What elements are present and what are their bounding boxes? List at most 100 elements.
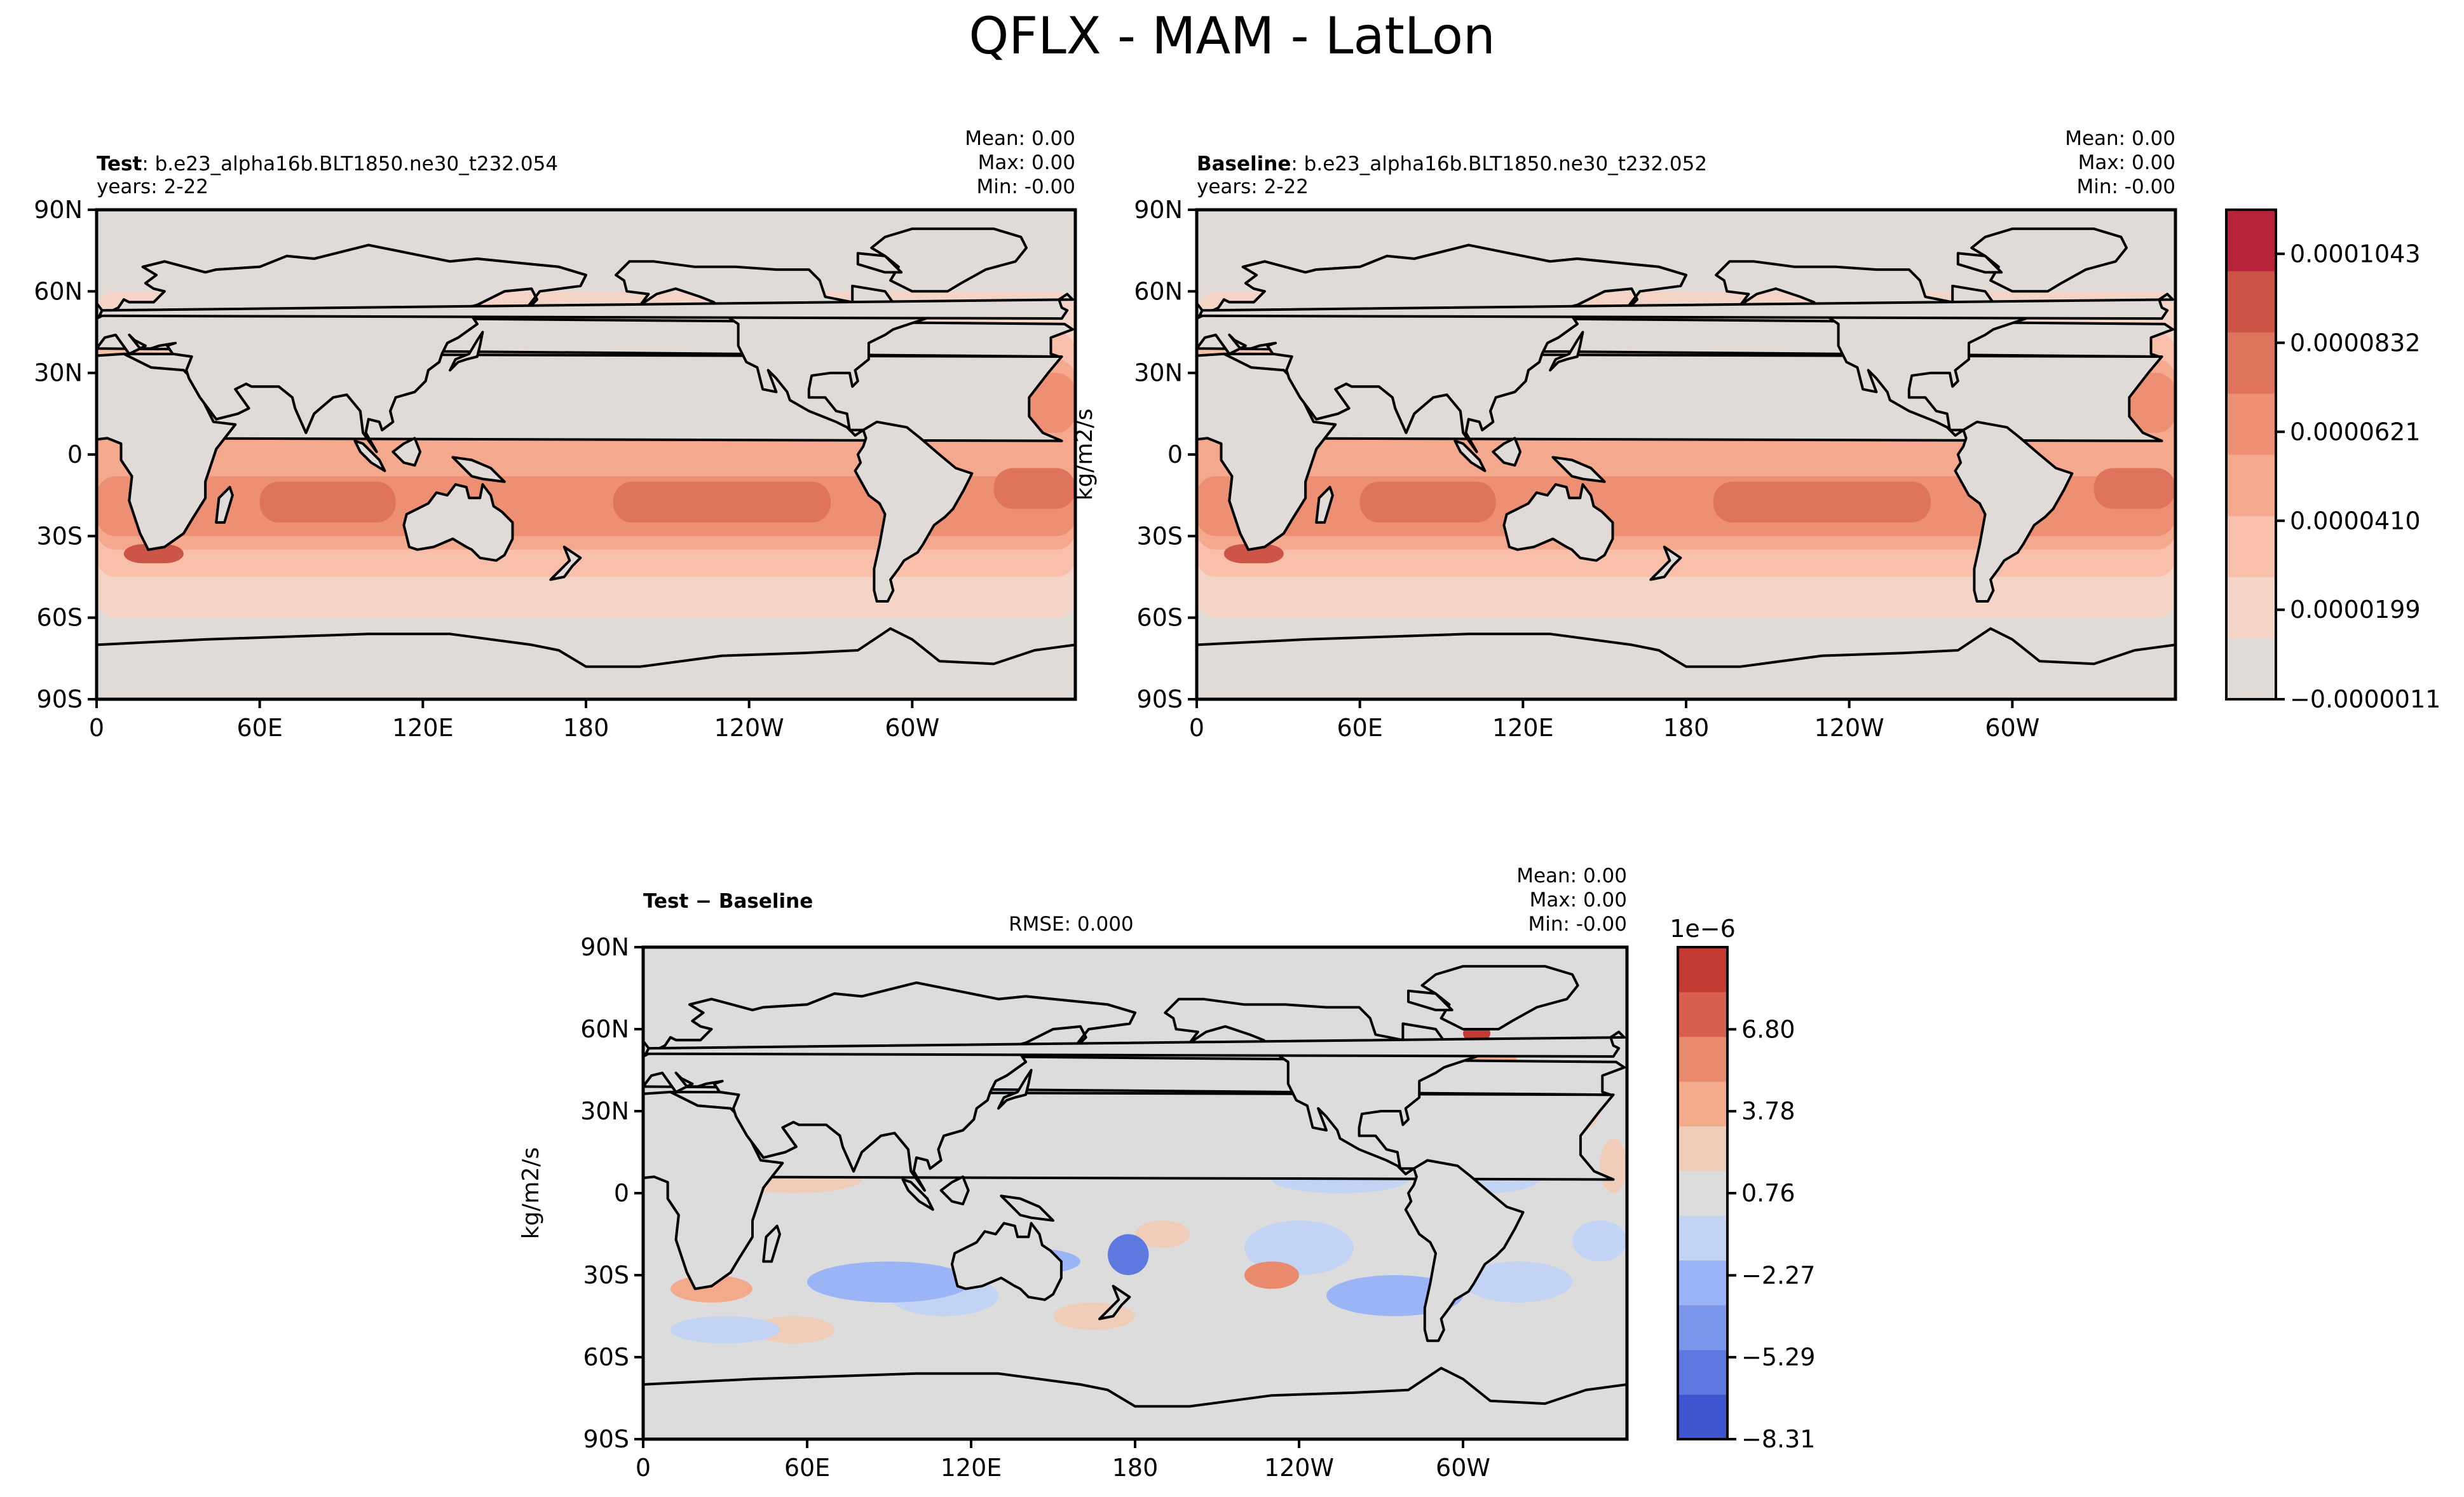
colorbar-tick-label: 0.0001043 <box>2290 240 2421 268</box>
coastline <box>1404 1159 1525 1343</box>
y-tick-label: 90N <box>580 933 629 961</box>
ocean-band <box>613 481 831 523</box>
panel-stat: Max: 0.00 <box>1530 889 1627 912</box>
coastline <box>549 545 582 581</box>
panel-title-bold: Test − Baseline <box>643 890 813 913</box>
y-tick-label: 90S <box>1137 685 1183 713</box>
y-axis-label: kg/m2/s <box>1072 409 1098 501</box>
diff-negative-anomaly <box>670 1316 780 1344</box>
coastline <box>391 437 422 467</box>
panel-title: Test: b.e23_alpha16b.BLT1850.ne30_t232.0… <box>97 153 558 175</box>
x-tick-label: 120W <box>714 714 784 742</box>
coastline <box>1551 456 1606 483</box>
colorbar-level <box>1678 992 1727 1037</box>
y-tick-label: 0 <box>67 441 83 468</box>
map-field-test <box>97 210 1075 699</box>
colorbar-tick-label: −0.0000011 <box>2290 685 2440 713</box>
colorbar-tick-label: 0.0000410 <box>2290 507 2421 535</box>
diff-positive-anomaly <box>1244 1261 1299 1289</box>
panel-years: years: 2-22 <box>97 175 208 198</box>
colorbar-level <box>1678 947 1727 992</box>
x-tick-label: 60W <box>1436 1454 1490 1482</box>
coastline <box>1954 420 2074 603</box>
coastline <box>643 1090 784 1290</box>
colorbar-scale-label: 1e−6 <box>1670 915 1736 943</box>
y-tick-label: 90S <box>583 1425 629 1453</box>
coastline <box>901 1178 934 1211</box>
panel-title-rest: : b.e23_alpha16b.BLT1850.ne30_t232.054 <box>142 153 558 175</box>
colorbar-level <box>1678 1304 1727 1350</box>
colorbar-tick-label: 3.78 <box>1741 1097 1795 1125</box>
colorbar-tick-label: 0.0000621 <box>2290 418 2421 446</box>
x-tick-label: 0 <box>1189 714 1204 742</box>
diff-negative-anomaly <box>807 1261 971 1302</box>
panel-stat: Max: 0.00 <box>978 151 1075 174</box>
x-tick-label: 180 <box>1663 714 1710 742</box>
y-tick-label: 60N <box>34 277 83 305</box>
coastline <box>950 1222 1063 1301</box>
coastline <box>1098 1285 1131 1320</box>
colorbar-level <box>2226 210 2276 271</box>
coastline <box>97 627 1075 699</box>
diff-positive-anomaly <box>1600 1138 1627 1193</box>
y-tick-label: 30S <box>583 1261 629 1289</box>
colorbar-level <box>1678 1350 1727 1395</box>
y-tick-label: 60N <box>1134 277 1183 305</box>
colorbar-frame <box>2225 208 2277 701</box>
ocean-band <box>1359 481 1496 523</box>
coastline <box>1000 1194 1054 1222</box>
colorbar-level <box>1678 1170 1727 1216</box>
y-tick-label: 30S <box>1137 522 1183 550</box>
panel-title: Test − Baseline <box>643 890 813 913</box>
y-tick-label: 60N <box>580 1015 629 1043</box>
coastline <box>1492 437 1522 467</box>
panel-stat: Mean: 0.00 <box>2065 127 2175 150</box>
coastline <box>97 352 237 551</box>
y-tick-label: 60S <box>1137 604 1183 632</box>
y-axis-label: kg/m2/s <box>518 1147 544 1240</box>
y-tick-label: 90N <box>1134 196 1183 224</box>
colorbar-level <box>2226 577 2276 639</box>
coastline <box>1502 483 1614 562</box>
colorbar-full-field: 0.0001043 0.0000832 0.0000621 0.0000410 0.00… <box>2225 208 2440 713</box>
coastline <box>1197 627 2175 699</box>
x-tick-label: 60E <box>236 714 282 742</box>
colorbar-level <box>1678 1260 1727 1306</box>
coastline <box>1420 965 1579 1030</box>
ocean-band <box>259 481 396 523</box>
colorbar-tick-label: 0.76 <box>1741 1179 1795 1207</box>
coastline <box>643 981 1136 1192</box>
colorbar-level <box>2226 271 2276 332</box>
coastline <box>1970 227 2128 293</box>
colorbar-difference: 6.80 3.78 0.76 −2.27 −5.29 −8.31 1e−6 <box>1670 915 1815 1453</box>
colorbar-level <box>1678 1036 1727 1082</box>
colorbar-tick-label: 6.80 <box>1741 1015 1795 1043</box>
colorbar-tick-label: −5.29 <box>1741 1343 1815 1371</box>
colorbar-tick-label: 0.0000832 <box>2290 329 2421 357</box>
y-tick-label: 0 <box>614 1179 629 1207</box>
coastline <box>1549 331 1584 372</box>
panel-stat: Mean: 0.00 <box>1516 865 1627 887</box>
colorbar-level <box>1678 1215 1727 1261</box>
y-tick-label: 30N <box>580 1097 629 1125</box>
ocean-band <box>993 468 1075 509</box>
y-tick-label: 90N <box>34 196 83 224</box>
coastline <box>1649 545 1682 581</box>
x-tick-label: 120W <box>1814 714 1884 742</box>
coastline <box>939 1175 970 1206</box>
y-tick-label: 60S <box>37 604 83 632</box>
coastline <box>449 331 484 372</box>
colorbar-level <box>1678 1081 1727 1126</box>
y-tick-label: 90S <box>37 685 83 713</box>
x-tick-label: 60E <box>1337 714 1382 742</box>
colorbar-level <box>2226 393 2276 455</box>
x-tick-label: 180 <box>1112 1454 1159 1482</box>
x-tick-label: 120E <box>392 714 454 742</box>
x-tick-label: 0 <box>636 1454 651 1482</box>
ocean-band <box>1713 481 1931 523</box>
coastline <box>353 439 386 472</box>
colorbar-tick-label: 0.0000199 <box>2290 596 2421 624</box>
